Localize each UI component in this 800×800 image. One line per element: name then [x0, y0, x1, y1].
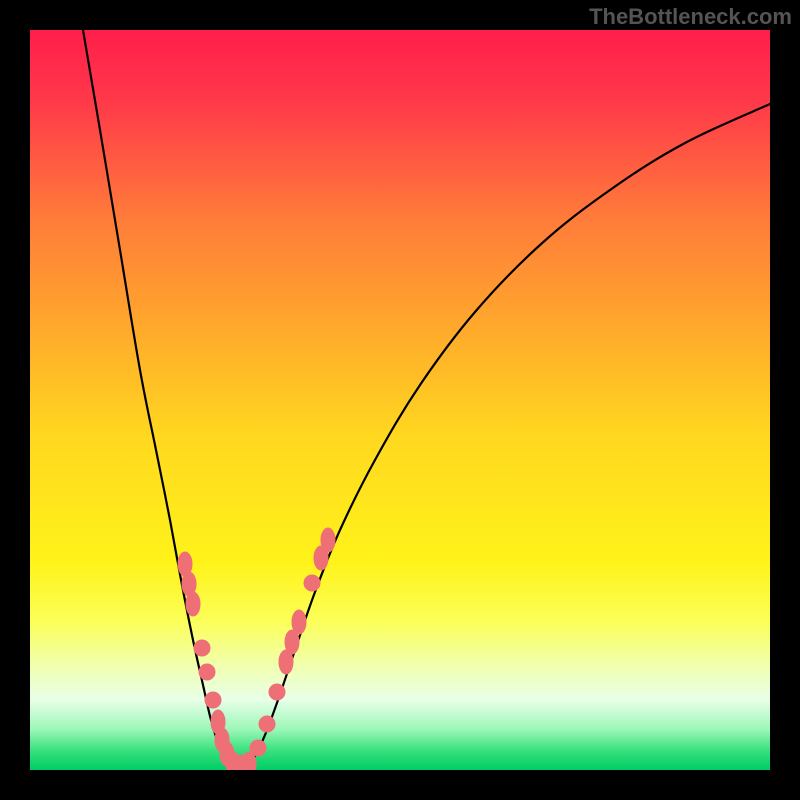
frame-border-right: [770, 0, 800, 800]
curve-marker: [321, 528, 335, 552]
frame-border-left: [0, 0, 30, 800]
chart-canvas: TheBottleneck.com: [0, 0, 800, 800]
curve-marker: [259, 716, 275, 732]
plot-background: [30, 30, 770, 770]
frame-border-bottom: [0, 770, 800, 800]
plot-area: [30, 30, 770, 770]
curve-marker: [304, 575, 320, 591]
curve-marker: [186, 592, 200, 616]
curve-marker: [205, 692, 221, 708]
plot-svg: [30, 30, 770, 770]
curve-marker: [199, 664, 215, 680]
curve-marker: [250, 740, 266, 756]
curve-marker: [269, 684, 285, 700]
curve-marker: [194, 640, 210, 656]
curve-marker: [292, 610, 306, 634]
watermark-text: TheBottleneck.com: [589, 4, 792, 30]
